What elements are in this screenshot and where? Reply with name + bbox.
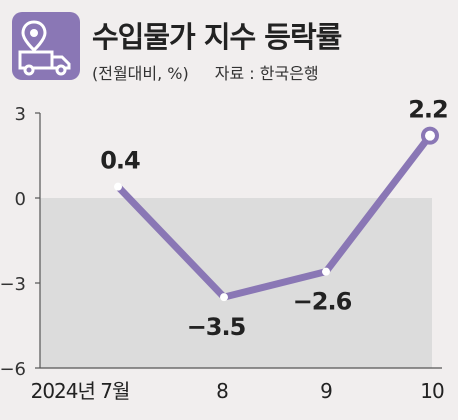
y-tick-label: 3 — [15, 104, 26, 125]
x-tick-label: 8 — [216, 379, 228, 403]
y-tick-label: −3 — [0, 274, 26, 295]
x-tick-label: 9 — [320, 379, 332, 403]
data-point — [220, 293, 228, 302]
source-note: 자료 : 한국은행 — [214, 64, 319, 83]
data-label: 2.2 — [408, 96, 448, 124]
y-tick-label: −6 — [0, 359, 26, 380]
data-label: −2.6 — [293, 288, 352, 316]
y-tick-label: 0 — [15, 189, 26, 210]
truck-location-icon — [12, 12, 80, 80]
chart-subtitle: (전월대비, %) 자료 : 한국은행 — [92, 60, 319, 84]
data-label: −3.5 — [187, 313, 246, 341]
negative-band — [40, 198, 432, 368]
x-tick-label: 2024년 7월 — [31, 379, 130, 403]
data-point — [322, 267, 330, 276]
data-point — [114, 182, 122, 191]
series-line — [114, 132, 434, 301]
data-label: 0.4 — [100, 147, 140, 175]
data-point — [421, 126, 439, 145]
unit-note: (전월대비, %) — [92, 64, 189, 83]
chart-title: 수입물가 지수 등락률 — [92, 20, 342, 54]
x-tick-label: 10 — [420, 379, 444, 403]
